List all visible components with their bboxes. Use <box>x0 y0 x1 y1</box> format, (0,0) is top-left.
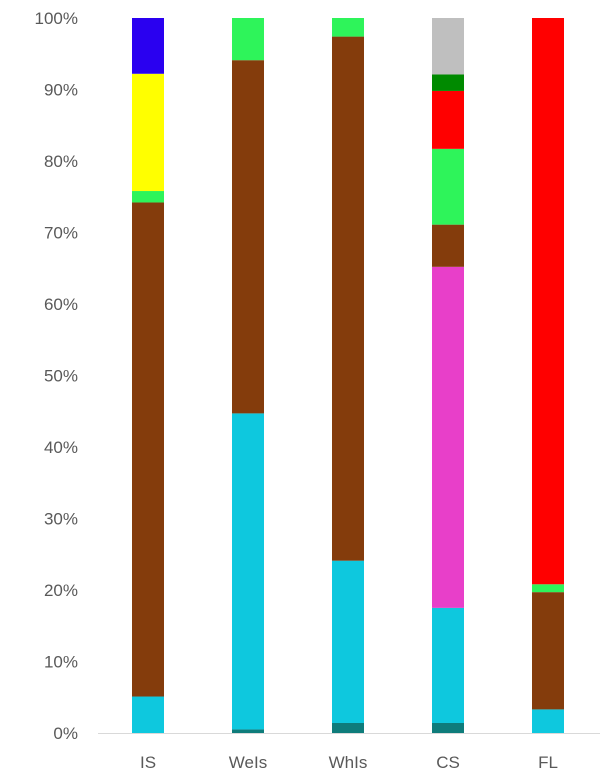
y-tick-label: 30% <box>44 510 78 529</box>
bar-segment <box>232 60 264 414</box>
y-tick-label: 10% <box>44 653 78 672</box>
bar-segment <box>432 90 464 149</box>
bar-segment <box>332 36 364 561</box>
bar-segment <box>332 18 364 37</box>
bar-segment <box>432 607 464 723</box>
y-tick-label: 60% <box>44 295 78 314</box>
bar-segment <box>432 18 464 75</box>
bar-segment <box>132 191 164 203</box>
x-tick-label: WhIs <box>329 753 368 772</box>
y-tick-label: 100% <box>35 9 78 28</box>
x-tick-label: WeIs <box>229 753 267 772</box>
bar-segment <box>532 592 564 710</box>
bar-segment <box>532 18 564 585</box>
bar-segment <box>132 202 164 697</box>
bar-segment <box>232 413 264 730</box>
y-tick-label: 0% <box>53 724 78 743</box>
bar-segment <box>332 560 364 723</box>
y-tick-label: 40% <box>44 438 78 457</box>
bar-segment <box>132 18 164 74</box>
x-tick-label: IS <box>140 753 156 772</box>
bar-segment <box>432 722 464 733</box>
bar-segment <box>332 722 364 733</box>
bar-segment <box>232 18 264 61</box>
y-tick-label: 70% <box>44 224 78 243</box>
y-tick-label: 20% <box>44 581 78 600</box>
bar-segment <box>432 74 464 91</box>
x-tick-label: FL <box>538 753 558 772</box>
bar-segment <box>432 224 464 267</box>
x-tick-label: CS <box>436 753 460 772</box>
y-tick-label: 50% <box>44 367 78 386</box>
bar-segment <box>232 729 264 733</box>
bar-segment <box>132 73 164 192</box>
y-tick-label: 80% <box>44 152 78 171</box>
bar-segment <box>132 696 164 733</box>
bar-segment <box>532 709 564 733</box>
y-tick-label: 90% <box>44 81 78 100</box>
bar-segment <box>432 148 464 225</box>
bar-segment <box>532 584 564 593</box>
bar-segment <box>432 266 464 608</box>
